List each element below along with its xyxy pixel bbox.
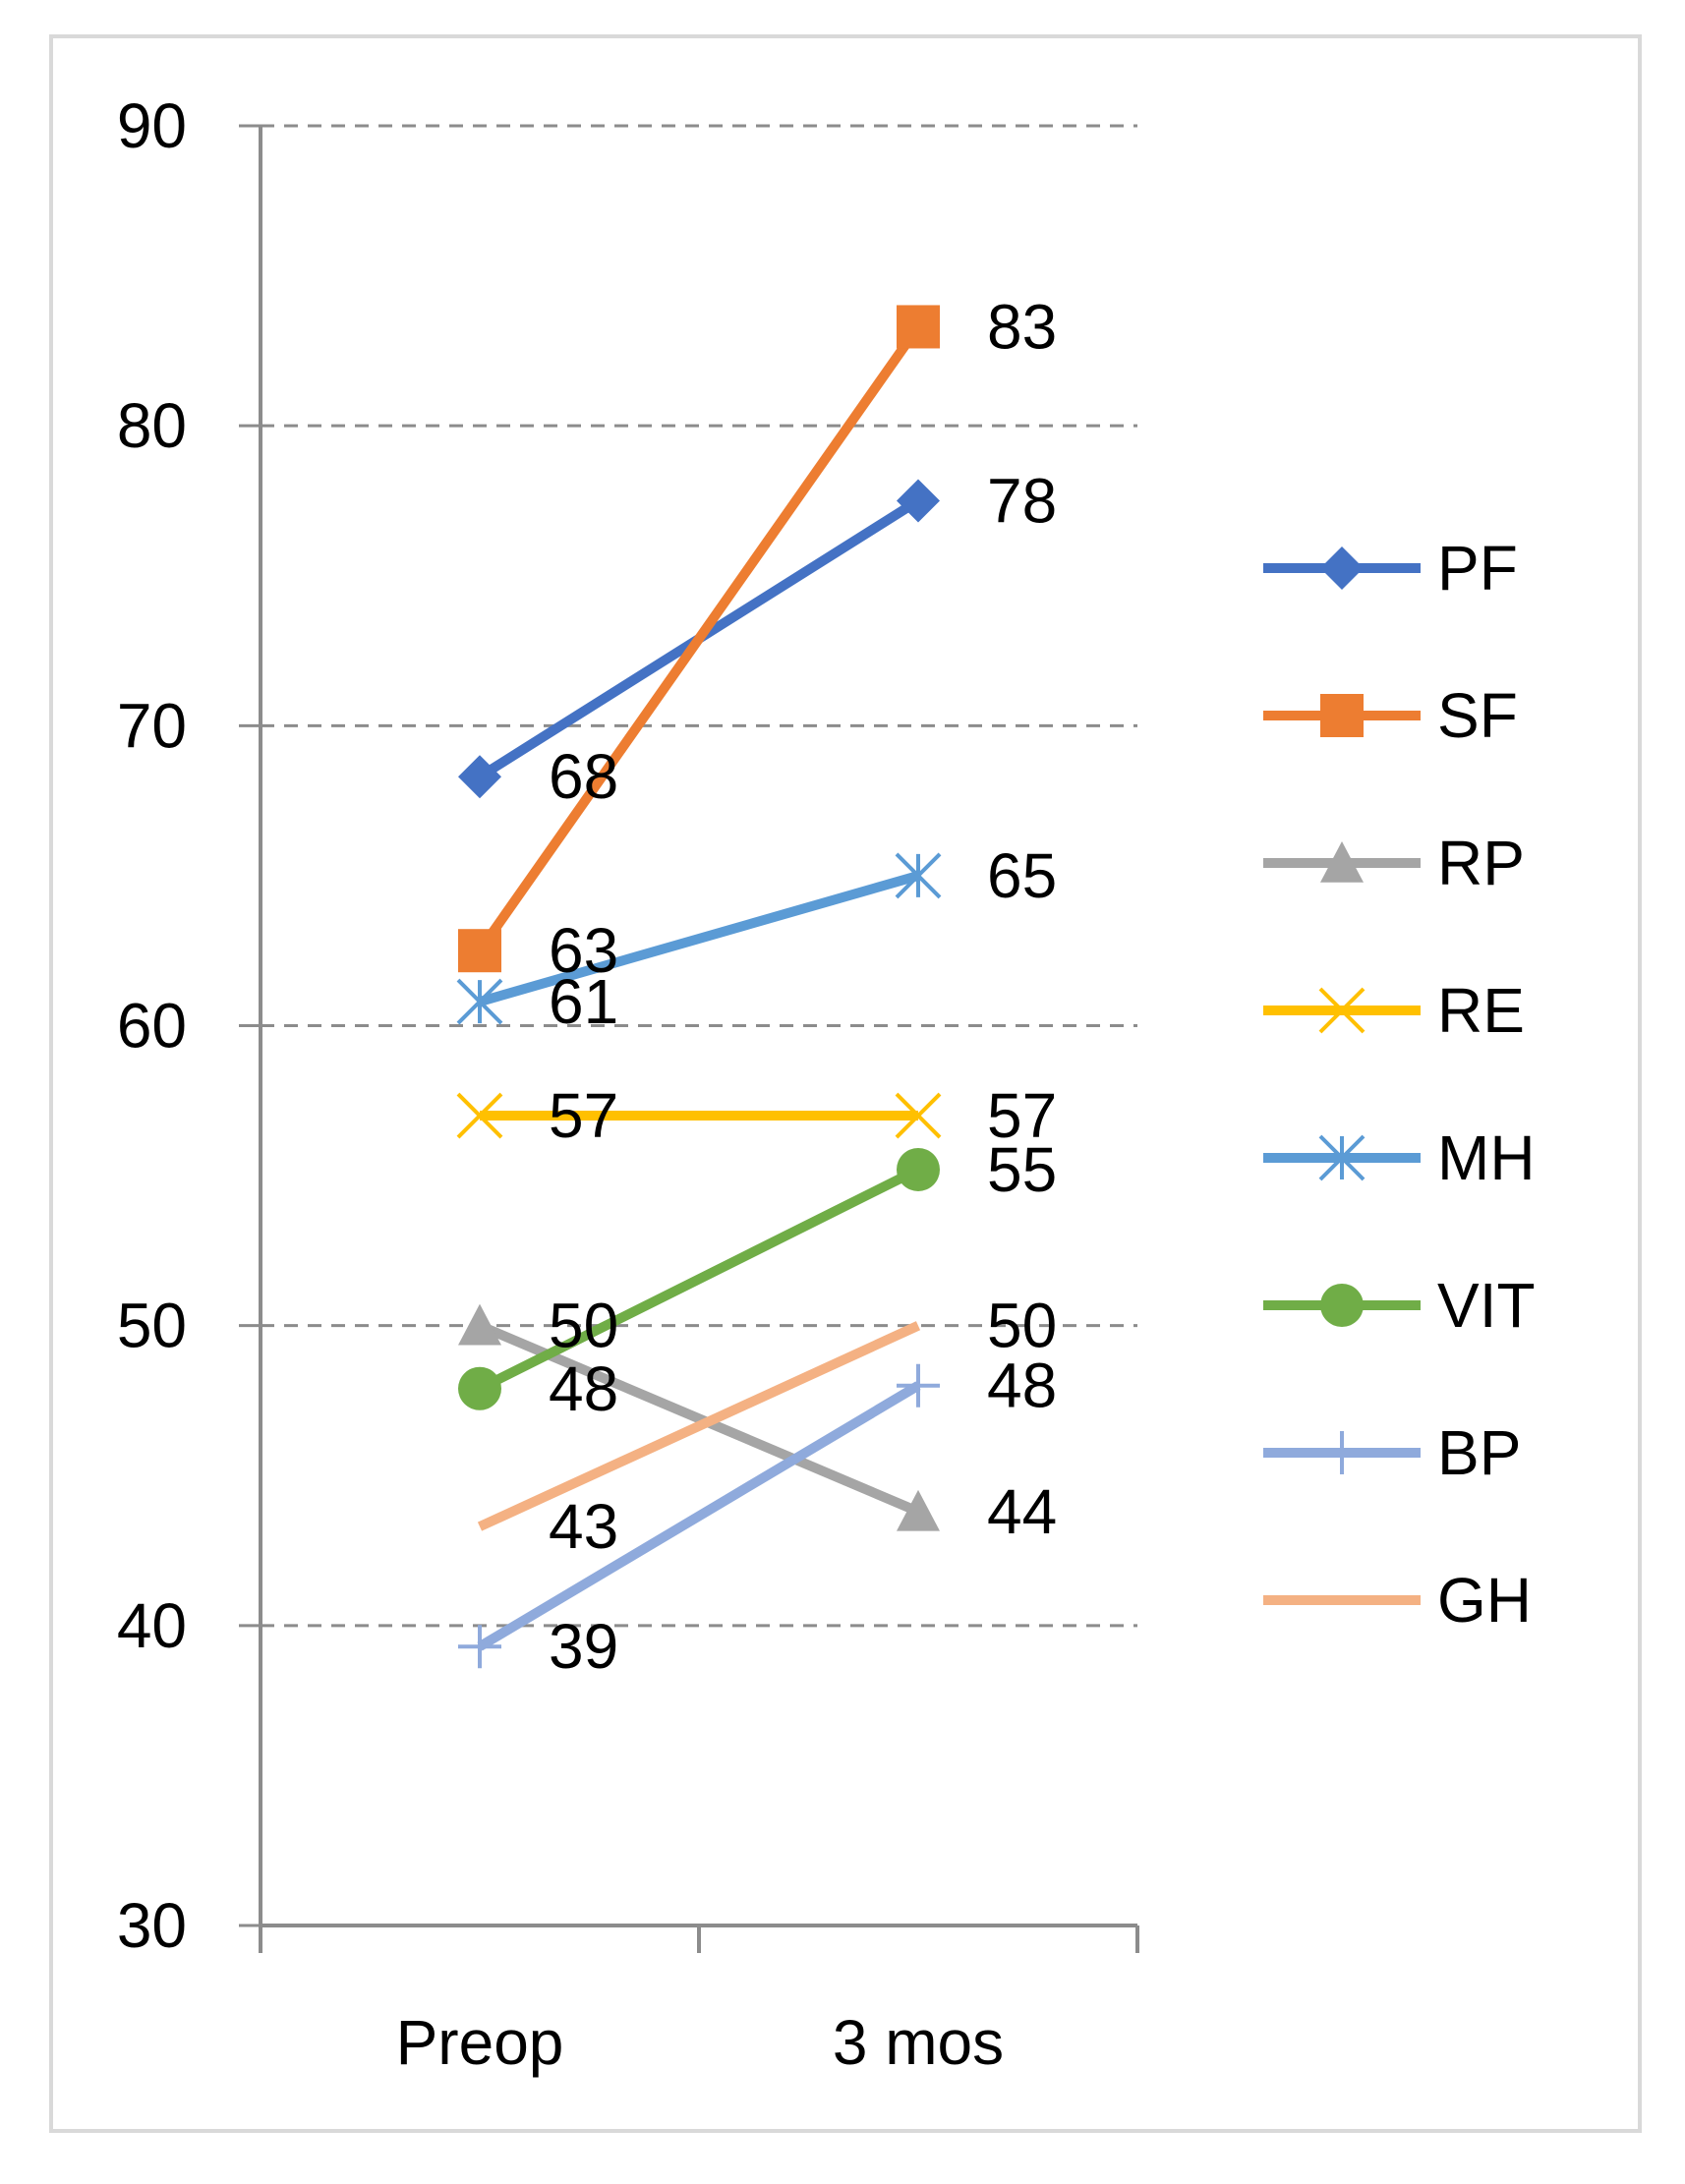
data-label: 50 <box>549 1291 618 1361</box>
chart-frame <box>49 34 1642 2133</box>
series-line-sf <box>475 323 923 954</box>
data-label: 55 <box>987 1134 1057 1205</box>
data-point-marker <box>458 1303 501 1346</box>
data-label: 50 <box>987 1291 1057 1361</box>
data-point-marker <box>897 305 940 349</box>
y-tick-label: 50 <box>117 1291 187 1361</box>
data-label: 48 <box>987 1351 1057 1421</box>
data-label: 57 <box>549 1080 618 1151</box>
data-point-marker <box>897 479 940 523</box>
data-label: 48 <box>549 1353 618 1424</box>
data-labels: 68 78 63 83 50 44 57 57 61 65 48 55 39 48 43 50 <box>549 291 1057 1682</box>
data-point-marker <box>1320 841 1364 883</box>
data-label: 68 <box>549 741 618 812</box>
data-point-marker <box>1318 987 1365 1034</box>
data-point-marker <box>897 1363 940 1408</box>
x-tick-label: 3 mos <box>833 2007 1004 2078</box>
x-tick-label: Preop <box>396 2007 564 2078</box>
y-tick-label: 60 <box>117 991 187 1062</box>
legend-label: PF <box>1437 533 1518 603</box>
data-label: 57 <box>987 1080 1057 1151</box>
y-tick-label: 40 <box>117 1590 187 1661</box>
legend: PF SF RP RE MH VIT BP GH <box>1263 533 1536 1636</box>
data-point-marker <box>458 929 501 973</box>
data-label: 65 <box>987 840 1057 911</box>
data-label: 61 <box>549 966 618 1037</box>
data-point-marker <box>1320 546 1364 590</box>
series-line-mh <box>478 871 920 1006</box>
legend-label: GH <box>1437 1565 1532 1636</box>
data-label: 83 <box>987 291 1057 362</box>
series-line-gh <box>477 1321 921 1531</box>
data-label: 43 <box>549 1491 618 1562</box>
data-point-marker <box>897 1147 940 1191</box>
series-lines <box>475 323 923 1651</box>
data-point-marker <box>897 1489 940 1531</box>
data-point-marker <box>456 1092 503 1139</box>
legend-label: SF <box>1437 680 1518 751</box>
data-point-marker <box>456 978 503 1025</box>
data-point-marker <box>895 852 942 899</box>
series-line-bp <box>477 1381 921 1651</box>
legend-label: RE <box>1437 975 1525 1046</box>
gridlines <box>261 124 1137 1628</box>
y-tick-label: 90 <box>117 90 187 161</box>
data-label: 39 <box>549 1611 618 1682</box>
data-label: 78 <box>987 465 1057 536</box>
data-point-marker <box>458 755 501 799</box>
data-label: 63 <box>549 915 618 986</box>
legend-label: RP <box>1437 828 1525 898</box>
data-point-marker <box>1320 1431 1364 1474</box>
data-point-marker <box>458 1366 501 1410</box>
axes: 30 40 50 60 70 80 90 Preop 3 mos <box>117 90 1139 2078</box>
legend-label: MH <box>1437 1122 1536 1193</box>
data-point-marker <box>1320 1284 1364 1327</box>
data-point-marker <box>1318 1134 1365 1181</box>
data-label: 44 <box>987 1476 1057 1547</box>
data-point-marker <box>895 1092 942 1139</box>
y-tick-label: 70 <box>117 690 187 761</box>
data-point-marker <box>1320 694 1364 737</box>
data-point-marker <box>458 1625 501 1669</box>
series-markers <box>456 305 942 1669</box>
series-line-vit <box>477 1165 921 1394</box>
legend-label: BP <box>1437 1417 1521 1488</box>
y-tick-label: 80 <box>117 390 187 461</box>
y-tick-label: 30 <box>117 1890 187 1961</box>
legend-label: VIT <box>1437 1270 1536 1341</box>
